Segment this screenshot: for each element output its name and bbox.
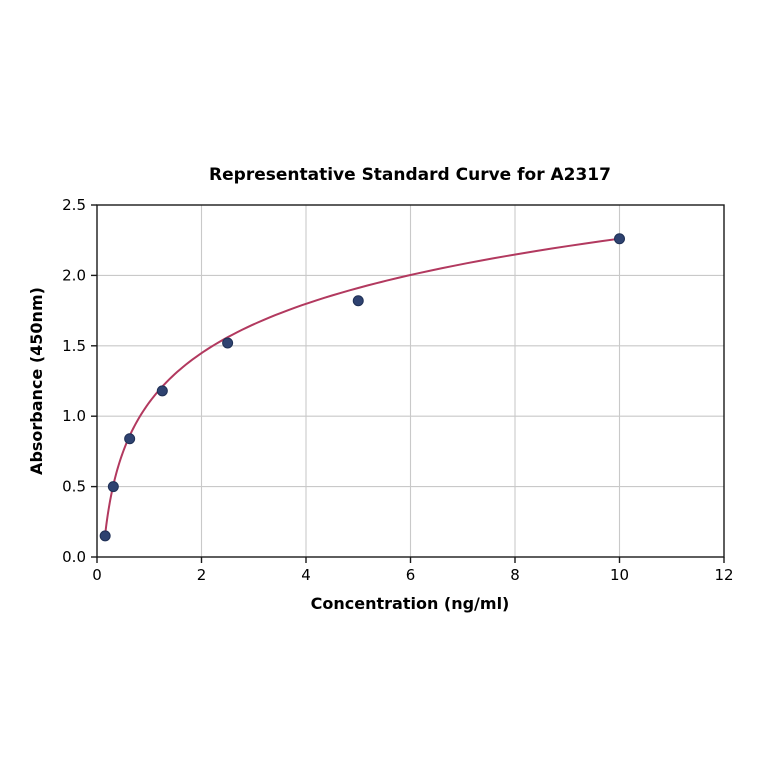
series-layer <box>99 233 625 542</box>
y-tick-label: 2.0 <box>62 266 86 284</box>
x-tick-label: 10 <box>610 566 629 584</box>
y-tick-label: 0.0 <box>62 548 86 566</box>
data-point <box>99 530 111 542</box>
data-point <box>156 385 168 397</box>
y-tick-label: 2.5 <box>62 196 86 214</box>
x-tick-label: 4 <box>301 566 311 584</box>
x-axis-label: Concentration (ng/ml) <box>311 594 510 613</box>
x-tick-label: 2 <box>197 566 207 584</box>
data-point <box>222 337 234 349</box>
x-tick-label: 12 <box>714 566 733 584</box>
y-tick-label: 1.5 <box>62 337 86 355</box>
grid-layer <box>97 205 724 557</box>
data-point <box>124 433 136 445</box>
data-point <box>352 295 364 307</box>
tick-layer: 0 2 4 6 8 10 12 0.0 0.5 1.0 1.5 2.0 2.5 <box>62 196 733 584</box>
y-axis-label: Absorbance (450nm) <box>27 287 46 475</box>
chart-title: Representative Standard Curve for A2317 <box>209 165 611 185</box>
y-tick-label: 1.0 <box>62 407 86 425</box>
x-tick-label: 6 <box>406 566 416 584</box>
y-tick-label: 0.5 <box>62 478 86 496</box>
data-point <box>107 481 119 493</box>
fit-curve <box>104 237 621 536</box>
x-tick-label: 0 <box>92 566 102 584</box>
x-tick-label: 8 <box>510 566 520 584</box>
data-point <box>614 233 625 245</box>
